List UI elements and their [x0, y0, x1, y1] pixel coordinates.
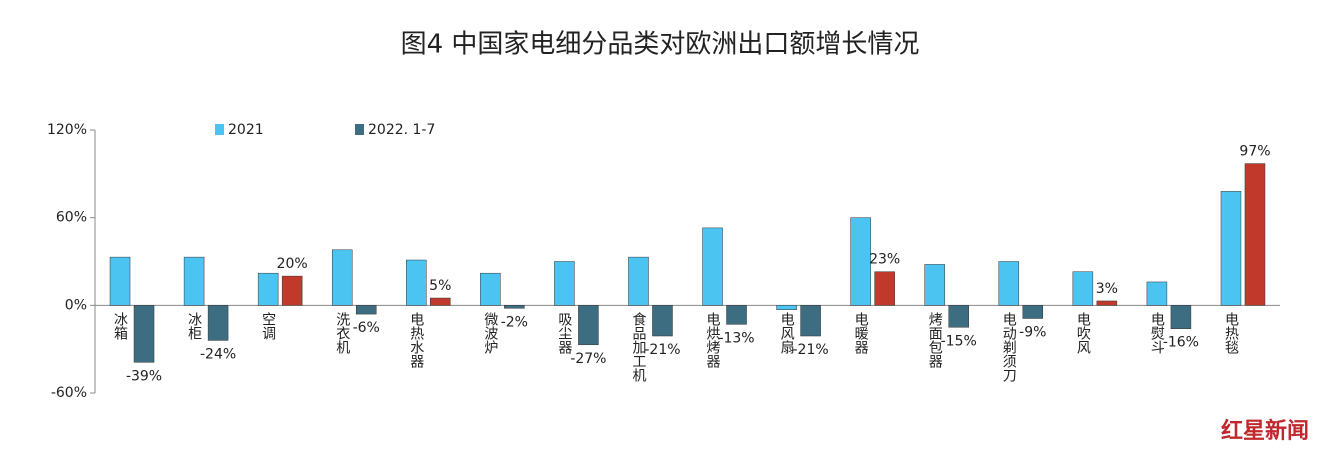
value-label: -6%	[353, 320, 380, 336]
watermark: 红星新闻	[1221, 418, 1309, 444]
bar	[1244, 163, 1266, 306]
x-tick-label: 吸尘器	[556, 312, 572, 354]
value-label: -24%	[200, 346, 236, 362]
legend-swatch	[355, 124, 364, 135]
x-tick-label: 电热水器	[408, 312, 424, 368]
value-label: 5%	[429, 278, 451, 294]
value-label: -21%	[793, 342, 829, 358]
value-label: -9%	[1019, 324, 1046, 340]
bar	[948, 305, 969, 328]
bar	[874, 271, 895, 306]
bar	[702, 227, 723, 306]
x-tick-label: 食品加工机	[630, 311, 646, 383]
x-tick-label: 电风扇	[779, 312, 795, 354]
bar	[331, 249, 353, 306]
x-tick-label: 电暖器	[853, 312, 869, 354]
bar	[1146, 281, 1168, 306]
bar	[726, 305, 747, 325]
bar	[480, 272, 501, 306]
y-tick-label: -60%	[51, 385, 87, 401]
x-tick-label: 微波炉	[482, 312, 498, 354]
y-tick-label: 60%	[56, 210, 87, 226]
x-tick-label: 电热毯	[1223, 312, 1239, 354]
bar	[850, 217, 871, 306]
bar	[1220, 191, 1242, 306]
value-label: -2%	[501, 314, 528, 330]
bar	[800, 305, 821, 337]
bar	[183, 256, 205, 306]
legend-label: 2021	[228, 122, 264, 138]
bar	[1170, 305, 1192, 329]
value-label: 20%	[277, 256, 308, 272]
bar	[430, 297, 451, 306]
bar	[109, 256, 131, 306]
bar	[554, 261, 575, 306]
bar	[207, 305, 229, 341]
value-label: 23%	[869, 252, 900, 268]
bar	[1072, 271, 1094, 306]
legend-swatch	[215, 124, 224, 135]
bar	[406, 259, 427, 306]
y-tick-label: 120%	[47, 122, 87, 138]
bar	[628, 256, 649, 306]
bar	[504, 305, 525, 309]
x-tick-label: 电烘烤器	[705, 312, 721, 368]
value-label: -21%	[644, 342, 680, 358]
bar	[578, 305, 599, 346]
bar	[257, 272, 279, 306]
bar	[998, 261, 1020, 306]
bar	[776, 305, 797, 310]
y-tick-label: 0%	[65, 297, 87, 313]
bar	[133, 305, 155, 363]
bar	[1022, 305, 1044, 319]
legend-label: 2022. 1-7	[368, 122, 435, 138]
value-label: -16%	[1163, 335, 1199, 351]
x-tick-label: 冰柜	[186, 312, 202, 340]
x-tick-label: 电动剃须刀	[1001, 312, 1017, 383]
bar	[1096, 300, 1118, 306]
value-label: -15%	[941, 333, 977, 349]
chart-title: 图4 中国家电细分品类对欧洲出口额增长情况	[401, 30, 920, 60]
value-label: -39%	[126, 368, 162, 384]
value-label: 97%	[1239, 144, 1270, 160]
x-tick-label: 冰箱	[112, 312, 128, 340]
x-tick-label: 电熨斗	[1149, 312, 1165, 354]
bar	[652, 305, 673, 337]
x-tick-label: 空调	[260, 312, 276, 340]
x-tick-label: 烤面包器	[927, 312, 943, 368]
value-label: -27%	[570, 351, 606, 367]
bar	[924, 264, 945, 306]
bar	[355, 305, 377, 315]
x-tick-label: 电吹风	[1075, 312, 1091, 355]
value-label: 3%	[1096, 281, 1118, 297]
value-label: -13%	[718, 330, 754, 346]
x-tick-label: 洗衣机	[334, 312, 350, 355]
bar	[281, 275, 303, 306]
